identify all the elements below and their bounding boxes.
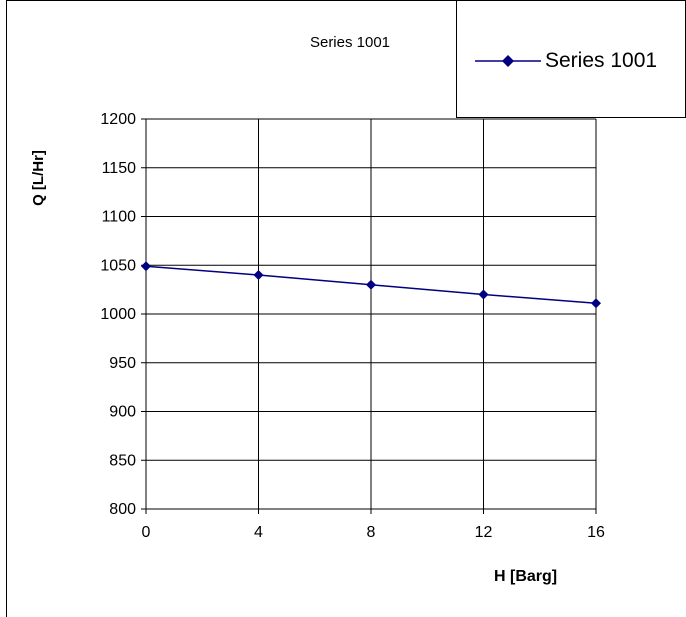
x-axis-title: H [Barg]: [494, 568, 558, 585]
data-point: [366, 279, 376, 290]
x-tick-label: 8: [367, 524, 376, 541]
y-tick-label: 850: [109, 452, 136, 469]
legend: Series 1001: [456, 0, 686, 118]
y-axis-title-text: Q [L/Hr]: [29, 150, 47, 206]
chart-area: [6, 0, 686, 617]
x-tick-label: 12: [475, 524, 493, 541]
y-axis-title: Q [L/Hr]: [28, 150, 48, 206]
y-tick-label: 900: [109, 404, 136, 421]
data-point: [141, 261, 151, 272]
legend-entry: Series 1001: [475, 49, 657, 73]
y-tick-label: 1150: [102, 160, 137, 177]
legend-label: Series 1001: [545, 49, 658, 72]
y-tick-label: 800: [109, 501, 136, 518]
y-tick-label: 1100: [102, 209, 137, 226]
legend-swatch-diamond-icon: [475, 55, 541, 67]
y-tick-label: 1000: [100, 306, 136, 323]
y-tick-label: 1050: [100, 257, 136, 274]
x-tick-label: 0: [142, 524, 151, 541]
y-tick-label: 950: [109, 355, 136, 372]
data-point: [591, 298, 601, 309]
data-point: [253, 270, 264, 280]
data-point: [478, 289, 489, 300]
chart-title: Series 1001: [309, 34, 391, 51]
y-tick-label: 1200: [100, 111, 136, 128]
x-tick-label: 4: [254, 524, 263, 541]
x-tick-label: 16: [587, 524, 605, 541]
